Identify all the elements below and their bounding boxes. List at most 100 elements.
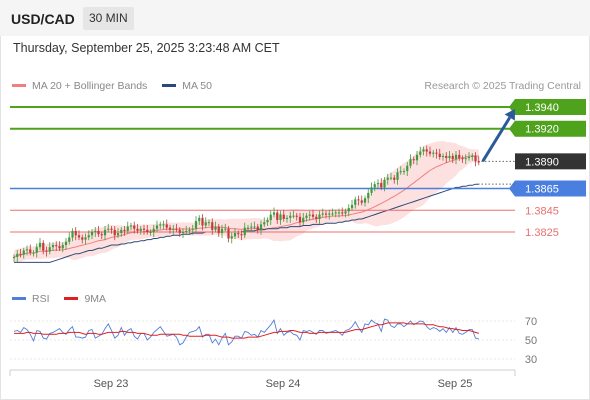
candle-body	[19, 253, 22, 255]
candle-body	[211, 222, 214, 230]
pivot-level-label: 1.3865	[525, 184, 559, 196]
candle-body	[373, 184, 376, 188]
rsi-ma-legend-item: 9MA	[64, 293, 106, 305]
candle-body	[380, 183, 383, 188]
ma20-legend-item: MA 20 + Bollinger Bands	[12, 80, 147, 92]
x-tick-label: Sep 24	[266, 378, 301, 390]
candle-body	[331, 213, 334, 215]
candle-body	[35, 247, 38, 253]
candle-body	[324, 213, 328, 215]
candle-body	[357, 199, 360, 201]
candle-body	[363, 198, 367, 203]
candle-body	[207, 222, 211, 224]
candle-body	[97, 230, 100, 235]
candle-body	[302, 217, 305, 223]
candle-body	[422, 149, 425, 152]
chart-header: USD/CAD 30 MIN	[0, 0, 590, 36]
rsi-legend-item: RSI	[12, 293, 50, 305]
candle-body	[259, 224, 263, 230]
candle-body	[48, 247, 51, 252]
resistance-label-box	[509, 120, 586, 137]
candle-body	[328, 213, 331, 215]
candle-body	[116, 233, 120, 236]
candle-body	[467, 157, 471, 159]
candle-body	[224, 228, 227, 230]
candle-body	[90, 232, 94, 236]
forecast-arrow-shaft	[481, 116, 512, 163]
candle-body	[94, 230, 97, 232]
candle-body	[201, 217, 204, 226]
candle-body	[84, 237, 87, 240]
ma20-legend-label: MA 20 + Bollinger Bands	[32, 80, 148, 92]
candle-body	[29, 249, 32, 253]
rsi-ma-line	[14, 322, 479, 339]
candle-body	[295, 215, 298, 217]
candle-body	[146, 229, 149, 232]
candle-body	[406, 165, 409, 172]
resistance-label-box	[509, 99, 586, 115]
candle-body	[393, 177, 396, 180]
candle-body	[233, 233, 237, 237]
candle-body	[191, 228, 194, 230]
candle-body	[103, 229, 107, 236]
candle-body	[266, 220, 269, 223]
candle-body	[142, 228, 146, 230]
candle-body	[175, 228, 178, 230]
candle-body	[402, 171, 406, 173]
candle-body	[445, 155, 448, 159]
candle-body	[181, 232, 185, 234]
candle-body	[386, 177, 389, 180]
candle-body	[149, 232, 152, 233]
candle-body	[162, 224, 165, 226]
candle-body	[272, 212, 276, 215]
candle-body	[321, 213, 324, 215]
candle-body	[172, 228, 175, 230]
candle-body	[178, 229, 181, 234]
candle-body	[308, 214, 311, 216]
candle-body	[276, 212, 279, 221]
candle-body	[25, 249, 29, 251]
candle-body	[477, 161, 480, 163]
ma50-legend-label: MA 50	[182, 80, 212, 92]
candle-body	[71, 230, 74, 238]
candle-body	[389, 177, 393, 179]
candle-body	[64, 241, 68, 246]
candle-body	[168, 227, 172, 230]
rsi-line	[13, 318, 479, 346]
candle-body	[16, 253, 19, 257]
candle-body	[152, 228, 155, 232]
candle-body	[448, 155, 451, 159]
candle-body	[253, 226, 256, 228]
candle-body	[165, 224, 168, 228]
candle-body	[100, 234, 103, 236]
candle-body	[311, 214, 315, 217]
resistance-level-label: 1.3940	[525, 102, 559, 114]
symbol-title: USD/CAD	[11, 11, 75, 27]
ma20-line	[13, 155, 479, 258]
candle-body	[68, 237, 71, 242]
support-level-label: 1.3845	[525, 205, 559, 217]
candle-body	[246, 227, 250, 229]
candle-body	[194, 221, 198, 229]
candle-body	[370, 187, 373, 193]
candle-body	[214, 226, 217, 230]
x-tick-label: Sep 23	[94, 378, 129, 390]
candle-body	[464, 158, 467, 160]
x-tick-label: Sep 25	[438, 378, 473, 390]
candle-body	[428, 151, 432, 154]
candle-body	[22, 250, 25, 255]
candle-body	[38, 242, 42, 248]
candle-body	[269, 214, 272, 221]
candle-body	[159, 224, 162, 226]
candle-body	[45, 250, 48, 252]
price-legend: MA 20 + Bollinger Bands MA 50	[12, 80, 224, 92]
candle-body	[367, 192, 370, 199]
rsi-tick-label: 50	[525, 335, 537, 347]
timeframe-badge[interactable]: 30 MIN	[83, 7, 134, 30]
rsi-tick-label: 30	[525, 354, 537, 366]
candle-body	[458, 154, 461, 159]
candle-body	[155, 225, 159, 229]
candle-body	[451, 155, 454, 160]
candle-body	[298, 216, 302, 223]
